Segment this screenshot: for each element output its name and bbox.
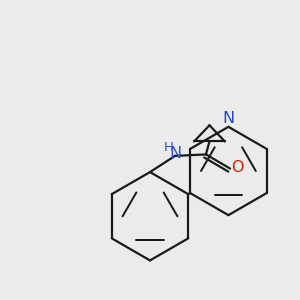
Text: O: O bbox=[231, 160, 244, 175]
Text: H: H bbox=[164, 141, 173, 154]
Text: N: N bbox=[222, 111, 235, 126]
Text: N: N bbox=[169, 146, 182, 161]
